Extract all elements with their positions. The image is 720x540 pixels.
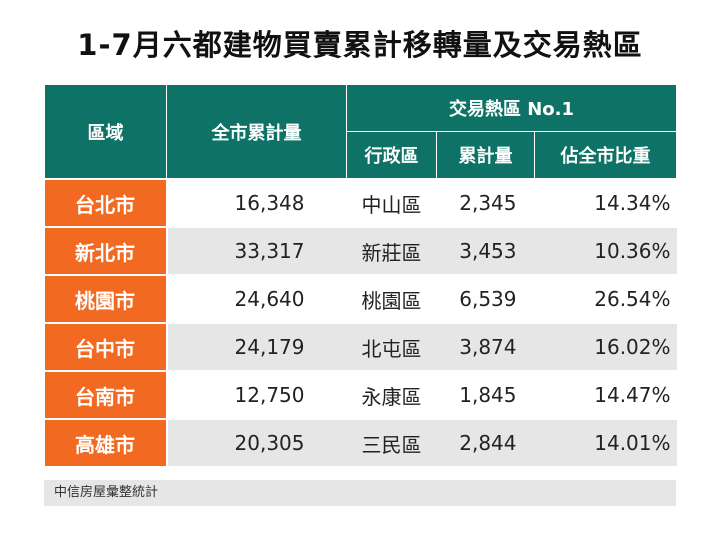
share-cell: 16.02% xyxy=(534,322,677,372)
city-cell: 桃園市 xyxy=(44,274,168,324)
district-cell: 桃園區 xyxy=(346,274,437,324)
district-total-cell: 1,845 xyxy=(436,370,535,420)
city-cell: 高雄市 xyxy=(44,418,168,468)
share-cell: 14.01% xyxy=(534,418,677,468)
transactions-table: 區域 全市累計量 交易熱區 No.1 行政區 累計量 佔全市比重 台北市 16,… xyxy=(44,84,678,468)
district-total-cell: 6,539 xyxy=(436,274,535,324)
city-total-cell: 24,640 xyxy=(166,274,347,324)
table-row: 高雄市 20,305 三民區 2,844 14.01% xyxy=(44,418,677,468)
district-total-cell: 3,874 xyxy=(436,322,535,372)
source-note: 中信房屋彙整統計 xyxy=(44,480,676,506)
table-row: 桃園市 24,640 桃園區 6,539 26.54% xyxy=(44,274,677,324)
district-cell: 永康區 xyxy=(346,370,437,420)
district-cell: 中山區 xyxy=(346,178,437,228)
header-region: 區域 xyxy=(44,84,167,180)
city-cell: 台北市 xyxy=(44,178,168,228)
city-cell: 台中市 xyxy=(44,322,168,372)
city-total-cell: 16,348 xyxy=(166,178,347,228)
header-hot-zone: 交易熱區 No.1 xyxy=(345,84,678,132)
district-cell: 新莊區 xyxy=(346,226,437,276)
city-total-cell: 20,305 xyxy=(166,418,347,468)
share-cell: 14.47% xyxy=(534,370,677,420)
district-total-cell: 3,453 xyxy=(436,226,535,276)
district-total-cell: 2,345 xyxy=(436,178,535,228)
table-row: 台北市 16,348 中山區 2,345 14.34% xyxy=(44,178,677,228)
district-cell: 北屯區 xyxy=(346,322,437,372)
district-cell: 三民區 xyxy=(346,418,437,468)
share-cell: 26.54% xyxy=(534,274,677,324)
header-district: 行政區 xyxy=(346,131,437,180)
table-row: 台中市 24,179 北屯區 3,874 16.02% xyxy=(44,322,677,372)
table-row: 新北市 33,317 新莊區 3,453 10.36% xyxy=(44,226,677,276)
table-row: 台南市 12,750 永康區 1,845 14.47% xyxy=(44,370,677,420)
city-total-cell: 24,179 xyxy=(166,322,347,372)
share-cell: 14.34% xyxy=(534,178,677,228)
city-total-cell: 33,317 xyxy=(166,226,347,276)
share-cell: 10.36% xyxy=(534,226,677,276)
city-cell: 新北市 xyxy=(44,226,168,276)
city-total-cell: 12,750 xyxy=(166,370,347,420)
page-title: 1-7月六都建物買賣累計移轉量及交易熱區 xyxy=(77,28,643,62)
header-share: 佔全市比重 xyxy=(533,131,678,180)
district-total-cell: 2,844 xyxy=(436,418,535,468)
header-district-total: 累計量 xyxy=(436,131,535,180)
header-city-total: 全市累計量 xyxy=(166,84,347,180)
city-cell: 台南市 xyxy=(44,370,168,420)
